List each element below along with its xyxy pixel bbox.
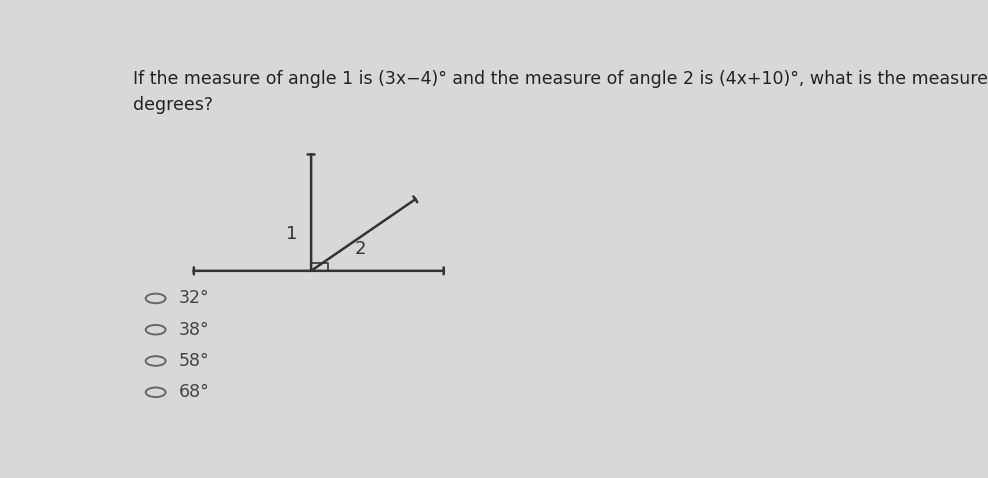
Text: If the measure of angle 1 is (3x−4)° and the measure of angle 2 is (4x+10)°, wha: If the measure of angle 1 is (3x−4)° and… xyxy=(132,70,988,88)
Text: 2: 2 xyxy=(355,240,367,258)
Text: 32°: 32° xyxy=(179,290,209,307)
Text: degrees?: degrees? xyxy=(132,96,212,114)
Text: 68°: 68° xyxy=(179,383,209,402)
Text: 38°: 38° xyxy=(179,321,209,339)
Text: 58°: 58° xyxy=(179,352,209,370)
Text: 1: 1 xyxy=(287,225,297,243)
